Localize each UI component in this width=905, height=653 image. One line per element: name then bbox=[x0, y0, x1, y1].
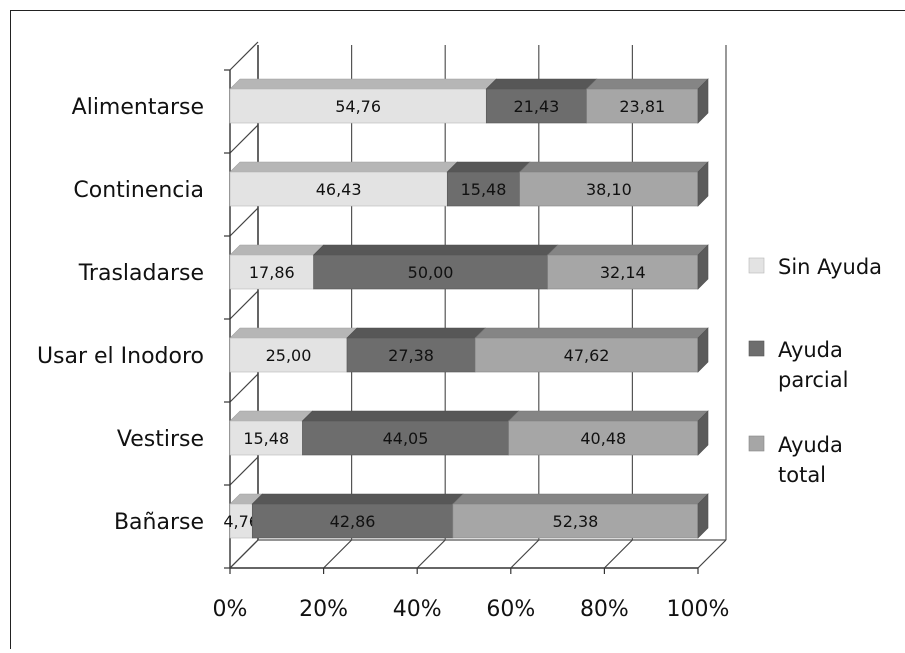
category-label: Bañarse bbox=[114, 510, 204, 535]
data-label: 17,86 bbox=[249, 263, 295, 282]
floor-line bbox=[697, 539, 727, 569]
category-label: Continencia bbox=[73, 178, 204, 203]
x-tick-label: 0% bbox=[213, 597, 248, 622]
bar-segment bbox=[508, 420, 699, 456]
bar-side-face bbox=[697, 493, 709, 539]
data-label: 38,10 bbox=[586, 180, 632, 199]
bar-segment bbox=[302, 420, 509, 456]
data-label: 4,76 bbox=[223, 512, 259, 531]
legend-swatch bbox=[748, 340, 765, 357]
bar-segment bbox=[346, 337, 476, 373]
bar-top-face bbox=[452, 493, 709, 505]
floor-line bbox=[510, 539, 540, 569]
legend-label: total bbox=[778, 463, 826, 487]
bar-top-face bbox=[301, 410, 520, 422]
bar-top-face bbox=[546, 244, 709, 256]
bar-segment bbox=[519, 171, 699, 207]
x-tick-label: 80% bbox=[580, 597, 629, 622]
data-label: 44,05 bbox=[383, 429, 429, 448]
bar-top-face bbox=[229, 327, 358, 339]
bar-segment bbox=[229, 337, 348, 373]
bar-segment bbox=[251, 503, 454, 539]
data-label: 50,00 bbox=[408, 263, 454, 282]
side-wall-line bbox=[229, 373, 259, 403]
floor-line bbox=[416, 539, 446, 569]
category-label: Usar el Inodoro bbox=[37, 344, 204, 369]
side-wall-line bbox=[229, 456, 259, 486]
category-label: Alimentarse bbox=[72, 95, 204, 120]
bar-segment bbox=[229, 254, 314, 290]
data-label: 27,38 bbox=[388, 346, 434, 365]
side-wall-line bbox=[229, 207, 259, 237]
bar-top-face bbox=[446, 161, 531, 173]
bar-segment bbox=[313, 254, 548, 290]
side-wall-line bbox=[229, 290, 259, 320]
bar-segment bbox=[229, 88, 487, 124]
data-label: 54,76 bbox=[335, 97, 381, 116]
bar-side-face bbox=[697, 410, 709, 456]
category-label: Vestirse bbox=[117, 427, 204, 452]
bar-segment bbox=[229, 171, 448, 207]
data-label: 23,81 bbox=[619, 97, 665, 116]
bar-top-face bbox=[507, 410, 709, 422]
bar-top-face bbox=[229, 410, 314, 422]
x-tick-label: 40% bbox=[393, 597, 442, 622]
bar-top-face bbox=[585, 78, 709, 90]
bar-top-face bbox=[251, 493, 464, 505]
bar-top-face bbox=[229, 161, 458, 173]
bar-segment bbox=[229, 420, 303, 456]
data-label: 15,48 bbox=[243, 429, 289, 448]
legend-label: Ayuda bbox=[778, 433, 843, 457]
bar-top-face bbox=[346, 327, 486, 339]
side-wall-line bbox=[229, 41, 259, 71]
bar-segment bbox=[474, 337, 699, 373]
legend-label: parcial bbox=[778, 368, 848, 392]
legend-label: Sin Ayuda bbox=[778, 255, 882, 279]
data-label: 32,14 bbox=[600, 263, 646, 282]
bar-top-face bbox=[485, 78, 598, 90]
bar-side-face bbox=[697, 327, 709, 373]
data-label: 40,48 bbox=[580, 429, 626, 448]
bar-top-face bbox=[474, 327, 709, 339]
floor-line bbox=[323, 539, 353, 569]
bar-side-face bbox=[697, 161, 709, 207]
x-tick-label: 20% bbox=[299, 597, 348, 622]
side-wall-line bbox=[229, 124, 259, 154]
bar-segment bbox=[485, 88, 587, 124]
bar-segment bbox=[547, 254, 699, 290]
data-label: 46,43 bbox=[316, 180, 362, 199]
data-label: 47,62 bbox=[564, 346, 610, 365]
legend-swatch bbox=[748, 257, 765, 274]
floor-line bbox=[603, 539, 633, 569]
bar-top-face bbox=[312, 244, 559, 256]
data-label: 21,43 bbox=[514, 97, 560, 116]
x-tick-label: 100% bbox=[667, 597, 730, 622]
data-label: 15,48 bbox=[461, 180, 507, 199]
category-label: Trasladarse bbox=[78, 261, 204, 286]
floor-line bbox=[229, 539, 259, 569]
data-label: 52,38 bbox=[553, 512, 599, 531]
bar-top-face bbox=[229, 78, 498, 90]
legend-label: Ayuda bbox=[778, 338, 843, 362]
bar-top-face bbox=[518, 161, 709, 173]
data-label: 25,00 bbox=[266, 346, 312, 365]
bar-side-face bbox=[697, 244, 709, 290]
x-tick-label: 60% bbox=[486, 597, 535, 622]
bar-segment bbox=[586, 88, 699, 124]
bar-side-face bbox=[697, 78, 709, 124]
bar-top-face bbox=[229, 244, 325, 256]
legend-swatch bbox=[748, 435, 765, 452]
data-label: 42,86 bbox=[330, 512, 376, 531]
